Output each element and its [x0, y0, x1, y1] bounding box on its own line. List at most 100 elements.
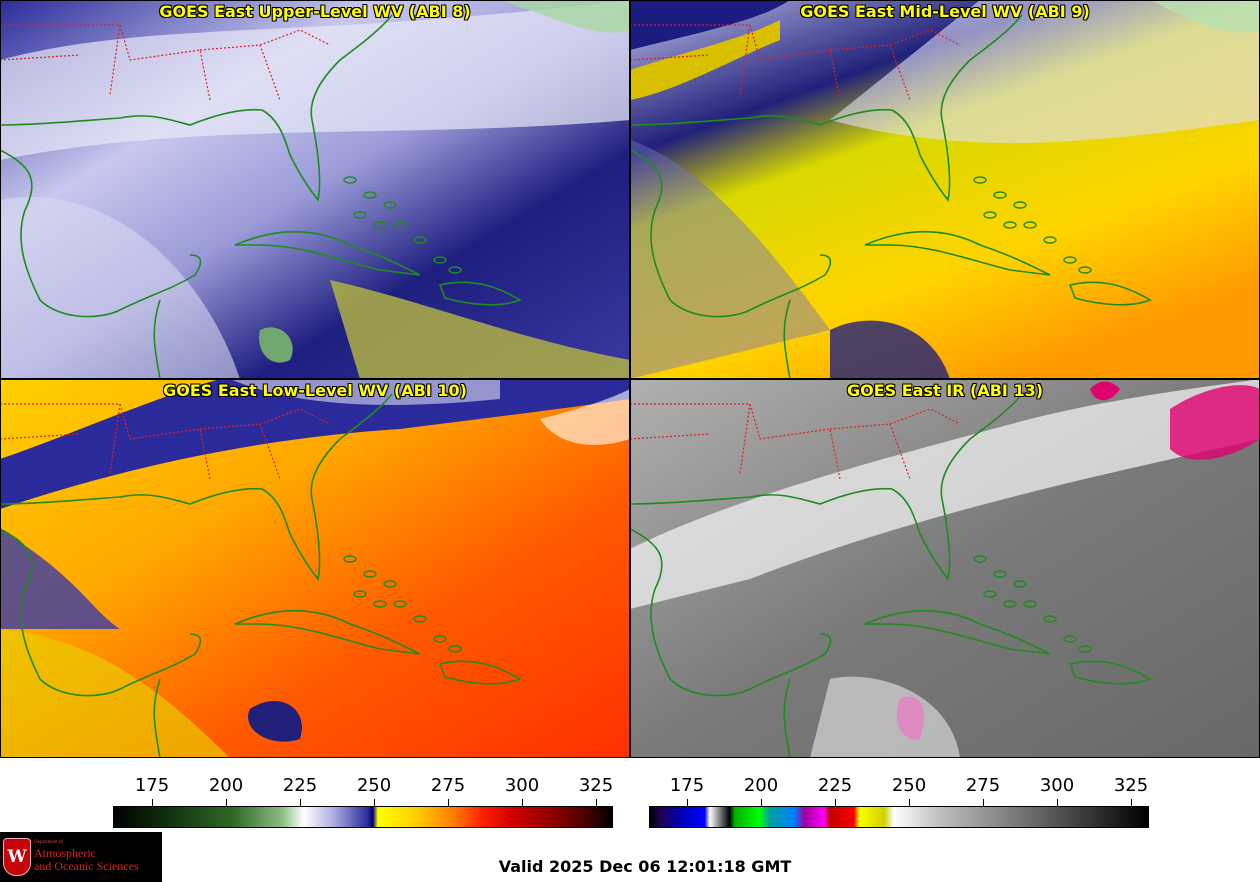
island-outline [413, 615, 427, 623]
ir-tick [983, 799, 984, 807]
ir-tick [835, 799, 836, 807]
island-outline [1063, 635, 1077, 643]
ir-tick-label: 200 [743, 775, 779, 796]
island-outline [1078, 645, 1092, 653]
island-outline [353, 590, 367, 598]
ir-tick-label: 325 [1113, 775, 1149, 796]
island-outline [393, 221, 407, 229]
wv-tick-label: 250 [356, 775, 392, 796]
island-outline [433, 256, 447, 264]
wv-tick [300, 799, 301, 807]
island-outline [393, 600, 407, 608]
coastline [0, 393, 393, 758]
island-outline [373, 221, 387, 229]
wv-colorbar [113, 806, 613, 828]
panel-title: GOES East Low-Level WV (ABI 10) [163, 381, 467, 400]
island-outline [343, 176, 357, 184]
island-outline [973, 176, 987, 184]
cuba-outline [864, 231, 1051, 276]
ir-tick-label: 250 [891, 775, 927, 796]
map-panel-ir: GOES East IR (ABI 13) [630, 379, 1260, 758]
island-outline [1043, 615, 1057, 623]
island-outline [363, 570, 377, 578]
island-outline [1023, 600, 1037, 608]
island-outline [1013, 580, 1027, 588]
wv-tick [596, 799, 597, 807]
island-outline [973, 555, 987, 563]
uw-crest-icon: W [3, 838, 31, 876]
logo-line-atmospheric: Atmospheric [34, 846, 96, 860]
ir-tick-label: 275 [965, 775, 1001, 796]
panel-divider-horizontal [0, 378, 1260, 380]
hispaniola-outline [1068, 660, 1152, 685]
logo-line-department: Department of [34, 840, 64, 845]
island-outline [448, 266, 462, 274]
island-outline [993, 191, 1007, 199]
ir-tick-label: 225 [817, 775, 853, 796]
island-outline [1003, 221, 1017, 229]
state-borders [630, 403, 961, 480]
wv-tick-label: 300 [504, 775, 540, 796]
hispaniola-outline [438, 660, 522, 685]
panel-title: GOES East IR (ABI 13) [846, 381, 1044, 400]
cuba-outline [234, 231, 421, 276]
island-outline [353, 211, 367, 219]
map-panel-low-wv: GOES East Low-Level WV (ABI 10) [0, 379, 630, 758]
island-outline [433, 635, 447, 643]
map-panel-upper-wv: GOES East Upper-Level WV (ABI 8) [0, 0, 630, 379]
state-borders [630, 24, 961, 101]
island-outline [1043, 236, 1057, 244]
ir-tick-label: 300 [1039, 775, 1075, 796]
island-outline [993, 570, 1007, 578]
panel-title: GOES East Mid-Level WV (ABI 9) [800, 2, 1090, 21]
ir-tick [687, 799, 688, 807]
ir-imagery [630, 379, 1260, 758]
island-outline [383, 580, 397, 588]
hispaniola-outline [1068, 281, 1152, 306]
map-frame [0, 0, 1260, 758]
state-borders [0, 403, 331, 480]
island-outline [343, 555, 357, 563]
coastline [0, 14, 393, 379]
wv-tick-label: 325 [578, 775, 614, 796]
geography-overlay [630, 14, 1152, 379]
ir-tick [1057, 799, 1058, 807]
aos-logo: W Department of Atmospheric and Oceanic … [0, 832, 162, 882]
ir-tick [1131, 799, 1132, 807]
ir-tick [909, 799, 910, 807]
island-outline [1078, 266, 1092, 274]
state-borders [0, 24, 331, 101]
island-outline [448, 645, 462, 653]
valid-time: Valid 2025 Dec 06 12:01:18 GMT [498, 857, 792, 876]
island-outline [363, 191, 377, 199]
island-outline [1023, 221, 1037, 229]
cuba-outline [234, 610, 421, 655]
island-outline [383, 201, 397, 209]
geography-overlay [0, 393, 522, 758]
island-outline [1063, 256, 1077, 264]
wv-tick [226, 799, 227, 807]
logo-line-oceanic: and Oceanic Sciences [34, 859, 139, 873]
island-outline [983, 590, 997, 598]
wv-tick [522, 799, 523, 807]
coastline [630, 393, 1023, 758]
panel-title: GOES East Upper-Level WV (ABI 8) [159, 2, 471, 21]
island-outline [413, 236, 427, 244]
wv-tick-label: 175 [134, 775, 170, 796]
island-outline [373, 600, 387, 608]
upper-wv-imagery [0, 0, 630, 379]
mid-wv-imagery [630, 0, 1260, 379]
ir-tick-label: 175 [669, 775, 705, 796]
wv-tick [374, 799, 375, 807]
geography-overlay [0, 14, 522, 379]
wv-tick-label: 225 [282, 775, 318, 796]
low-wv-imagery [0, 379, 630, 758]
wv-tick [152, 799, 153, 807]
geography-overlay [630, 393, 1152, 758]
island-outline [1003, 600, 1017, 608]
island-outline [1013, 201, 1027, 209]
coastline [630, 14, 1023, 379]
ir-colorbar [649, 806, 1149, 828]
cuba-outline [864, 610, 1051, 655]
wv-tick [448, 799, 449, 807]
